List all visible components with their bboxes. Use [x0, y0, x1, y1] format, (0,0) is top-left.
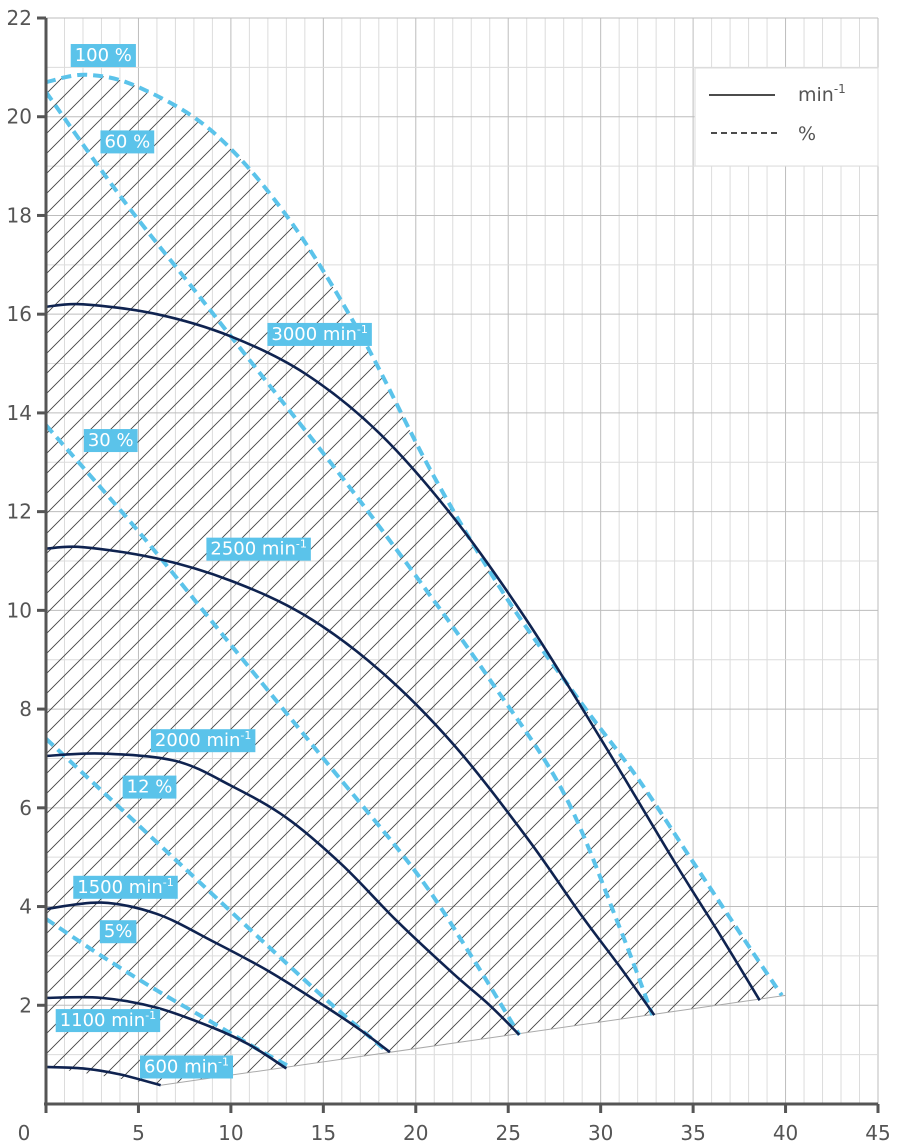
speed-curve-2000: [46, 752, 521, 1036]
y-tick-label: 20: [7, 105, 32, 129]
min-flow-boundary-line: [160, 994, 786, 1086]
y-tick-label: 8: [19, 697, 32, 721]
percent-curve-label-text: 60 %: [104, 131, 150, 152]
speed-curve-1100: [46, 995, 288, 1070]
speed-curve-label-bg: [150, 729, 256, 753]
percent-curve-label: 100 %: [70, 44, 136, 68]
legend-box: [694, 67, 879, 167]
y-tick-label: 22: [7, 6, 32, 30]
percent-curve-label: 5%: [99, 920, 137, 944]
percent-curve-60: [46, 90, 655, 1016]
speed-curve-label-bg: [55, 1009, 161, 1033]
speed-curve-label: 1500 min-1: [73, 875, 178, 899]
x-tick-label: 30: [588, 1121, 613, 1145]
speed-curve-label: 1100 min-1: [55, 1009, 161, 1033]
speed-curve-label-text: 1100 min-1: [60, 1009, 156, 1031]
percent-curve-label-text: 100 %: [75, 45, 132, 66]
speed-curve-label: 600 min-1: [140, 1055, 234, 1079]
y-tick-label: 4: [19, 895, 32, 919]
percent-curve-label: 60 %: [100, 130, 155, 154]
speed-curve-label: 2500 min-1: [206, 537, 311, 561]
percent-curve-label: 12 %: [122, 775, 177, 799]
y-tick-label: 14: [7, 401, 32, 425]
y-tick-label: 18: [7, 203, 32, 227]
speed-curve-label-text: 600 min-1: [144, 1055, 229, 1077]
percent-curve-label-bg: [70, 44, 136, 68]
speed-curve-label-text: 2000 min-1: [155, 729, 251, 751]
x-tick-label: 10: [218, 1121, 243, 1145]
x-tick-label: 45: [865, 1121, 890, 1145]
percent-curve-label-bg: [83, 429, 138, 453]
speed-curve-label-text: 3000 min-1: [271, 323, 367, 345]
percent-curve-label-bg: [100, 130, 155, 154]
x-tick-label: 0: [18, 1121, 31, 1145]
speed-curve-label: 3000 min-1: [267, 322, 372, 346]
x-tick-label: 15: [311, 1121, 336, 1145]
percent-curve-100: [46, 72, 784, 997]
speed-curve-label-bg: [267, 322, 372, 346]
y-tick-label: 2: [19, 993, 32, 1017]
x-tick-label: 5: [132, 1121, 145, 1145]
y-tick-label: 16: [7, 302, 32, 326]
speed-curve-label: 2000 min-1: [150, 729, 256, 753]
percent-curve-label-bg: [99, 920, 137, 944]
speed-curve-label-text: 1500 min-1: [77, 876, 173, 898]
speed-curve-label-bg: [206, 537, 311, 561]
percent-curve-5: [46, 917, 292, 1069]
speed-curve-600: [46, 1065, 161, 1087]
percent-curve-12: [46, 737, 390, 1054]
percent-curve-label-text: 5%: [104, 921, 133, 942]
x-tick-label: 25: [495, 1121, 520, 1145]
y-tick-label: 10: [7, 598, 32, 622]
axes: 0 5 10 15 20 25 30 35 40 45 2 4 6 8 10 12 14 16 18 20 22: [7, 6, 891, 1145]
speed-curve-label-bg: [140, 1055, 234, 1079]
y-tick-label: 6: [19, 796, 32, 820]
percent-curve-label: 30 %: [83, 429, 138, 453]
legend-label-percent: %: [798, 123, 816, 145]
speed-curve-label-text: 2500 min-1: [210, 538, 306, 560]
speed-curve-2500: [46, 545, 656, 1016]
x-tick-label: 40: [773, 1121, 798, 1145]
percent-curve-30: [46, 423, 522, 1036]
speed-curve-3000: [46, 302, 761, 1002]
x-tick-label: 35: [680, 1121, 705, 1145]
speed-curve-1500: [46, 901, 391, 1054]
legend-label-speed: min-1: [798, 82, 846, 106]
legend: min-1 %: [694, 67, 879, 167]
percent-curve-label-text: 30 %: [88, 430, 134, 451]
y-tick-label: 12: [7, 500, 32, 524]
x-tick-label: 20: [403, 1121, 428, 1145]
percent-curve-label-text: 12 %: [127, 777, 173, 798]
speed-curve-label-bg: [73, 875, 178, 899]
percent-curve-label-bg: [122, 775, 177, 799]
operating-range-hatch: [46, 74, 786, 1090]
